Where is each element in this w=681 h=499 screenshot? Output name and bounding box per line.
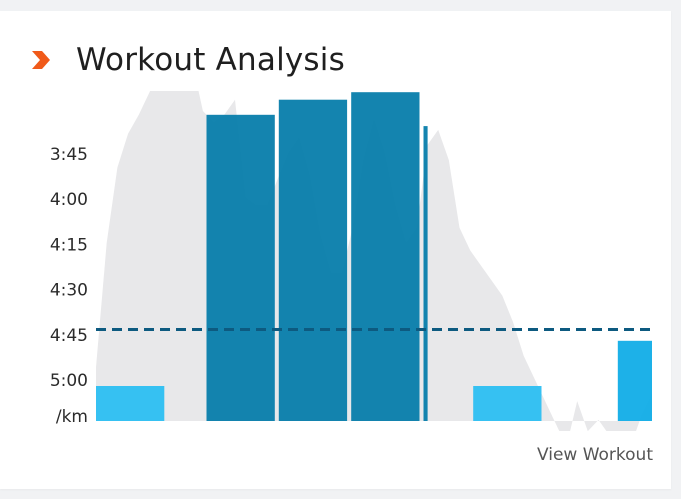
chevron-right-icon [32, 51, 50, 69]
view-workout-link[interactable]: View Workout [536, 445, 653, 465]
card-title: Workout Analysis [76, 42, 345, 78]
y-tick-label: 4:30 [50, 281, 88, 301]
workout-analysis-card: Workout Analysis 3:45 4:00 4:15 4:30 4:45 5:0… [0, 11, 671, 489]
pace-bar-1[interactable] [96, 386, 165, 421]
pace-bar-8[interactable] [473, 386, 542, 421]
y-tick-label: 4:00 [50, 190, 88, 210]
y-unit-label: /km [56, 407, 88, 427]
pace-chart: 3:45 4:00 4:15 4:30 4:45 5:00/km [50, 91, 652, 431]
y-tick-label: 4:15 [50, 235, 88, 255]
pace-bar-10[interactable] [617, 340, 652, 421]
pace-bar-6[interactable] [423, 126, 428, 421]
y-tick-label: 3:45 [50, 145, 88, 165]
pace-bar-5[interactable] [351, 92, 420, 421]
pace-bar-4[interactable] [278, 99, 348, 421]
y-tick-label: 4:45 [50, 326, 88, 346]
pace-bar-3[interactable] [206, 114, 275, 422]
y-tick-label: 5:00 [50, 371, 88, 391]
